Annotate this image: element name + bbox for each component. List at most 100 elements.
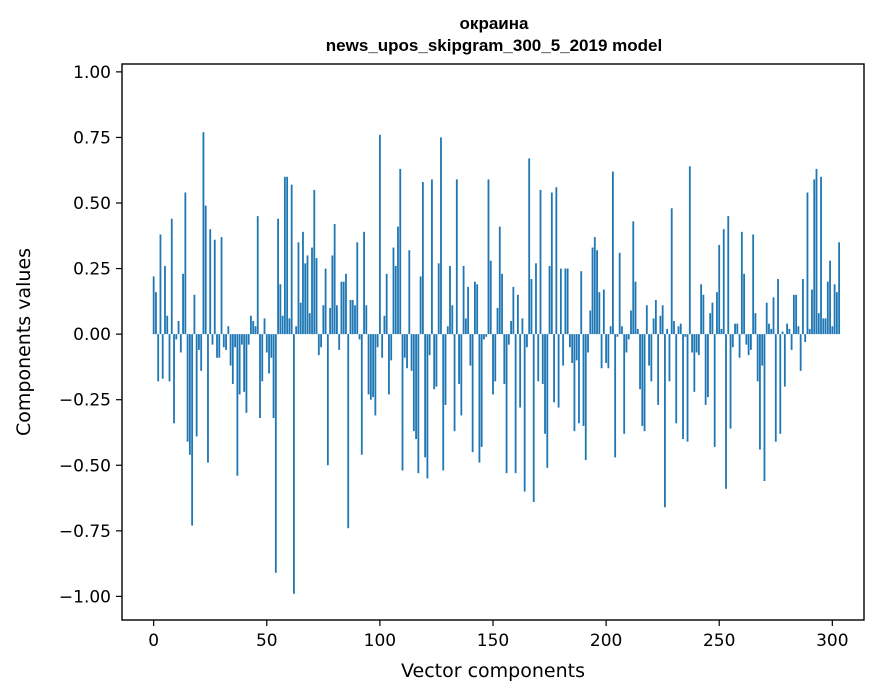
x-tick-label: 100 <box>364 631 396 651</box>
bar <box>274 334 277 573</box>
bar <box>216 334 218 358</box>
bar <box>578 334 580 424</box>
bar <box>799 334 802 371</box>
bar <box>541 334 544 384</box>
bar <box>505 334 508 474</box>
bar <box>460 334 463 416</box>
bar <box>507 334 510 345</box>
bar <box>204 205 207 335</box>
bar <box>820 176 822 335</box>
bar <box>317 334 320 356</box>
y-axis-label: Components values <box>13 248 35 436</box>
bar <box>259 334 261 419</box>
bar <box>718 244 721 335</box>
bar <box>252 321 255 335</box>
bar <box>501 273 503 335</box>
y-tick-label: 0.00 <box>73 325 111 345</box>
bar <box>290 184 293 335</box>
bar <box>670 208 673 335</box>
bar <box>485 334 488 337</box>
bar <box>254 326 257 335</box>
bar <box>734 323 736 335</box>
bar <box>494 334 497 382</box>
bar <box>385 273 388 335</box>
bar <box>553 334 555 403</box>
bar <box>616 334 619 337</box>
bar <box>643 334 646 432</box>
bar <box>806 192 809 335</box>
bar <box>268 334 270 374</box>
bar <box>227 326 230 335</box>
bar <box>168 334 171 382</box>
bar <box>229 334 232 366</box>
y-axis-ticks: 1.00 0.75 0.50 0.25 0.00 −0.25 −0.50 −0.75 −1.00 <box>59 63 122 607</box>
bar <box>403 334 406 358</box>
bar <box>331 255 334 335</box>
bar <box>682 334 684 440</box>
bar <box>401 334 404 471</box>
bar <box>231 334 234 384</box>
bar <box>388 334 390 395</box>
bar <box>756 334 759 382</box>
bar <box>372 334 375 398</box>
bar <box>302 231 304 335</box>
x-axis-ticks: 0 50 100 150 200 250 300 <box>148 620 849 651</box>
bar <box>173 334 175 424</box>
bar <box>431 179 433 335</box>
bar <box>179 334 182 353</box>
bar <box>313 189 316 335</box>
bar <box>772 297 775 335</box>
bar <box>609 326 612 335</box>
bar <box>496 307 499 335</box>
y-tick-label: 1.00 <box>73 63 111 83</box>
bar <box>587 334 589 353</box>
y-tick-label: 0.25 <box>73 260 111 280</box>
bar <box>835 292 838 335</box>
bar <box>288 318 291 335</box>
bar <box>537 334 540 382</box>
bar <box>659 315 662 335</box>
bar <box>451 305 454 335</box>
bar <box>625 334 628 353</box>
bar <box>833 284 836 335</box>
bar <box>426 334 429 479</box>
y-tick-label: −0.75 <box>59 522 111 542</box>
bar <box>200 334 203 371</box>
bar <box>349 300 352 335</box>
bar <box>272 334 275 419</box>
bar <box>476 284 479 335</box>
bar <box>446 326 449 335</box>
bar <box>677 326 680 335</box>
chart-title: окраина <box>460 14 529 33</box>
bar <box>193 294 196 335</box>
bar <box>569 334 571 348</box>
bar <box>686 334 689 442</box>
bar <box>641 334 644 426</box>
bar <box>469 334 472 366</box>
bar <box>157 334 160 382</box>
bar <box>752 234 755 335</box>
bar <box>636 328 639 335</box>
bar <box>453 334 456 432</box>
bar <box>521 318 524 335</box>
bar <box>311 247 313 335</box>
bar <box>575 334 578 361</box>
bar <box>222 334 225 348</box>
bar <box>754 313 757 335</box>
bar <box>182 273 184 335</box>
bar <box>188 334 191 455</box>
bar <box>707 334 709 398</box>
bar <box>632 221 635 335</box>
bar <box>322 305 325 335</box>
x-axis-label: Vector components <box>401 660 585 682</box>
bar <box>367 334 370 395</box>
bar <box>716 292 718 335</box>
bar <box>238 334 241 395</box>
bar <box>338 334 341 350</box>
bar <box>528 158 531 335</box>
x-tick-label: 200 <box>590 631 622 651</box>
bar <box>177 321 180 335</box>
bar <box>650 334 653 382</box>
bar <box>618 252 621 335</box>
bar <box>256 216 259 335</box>
